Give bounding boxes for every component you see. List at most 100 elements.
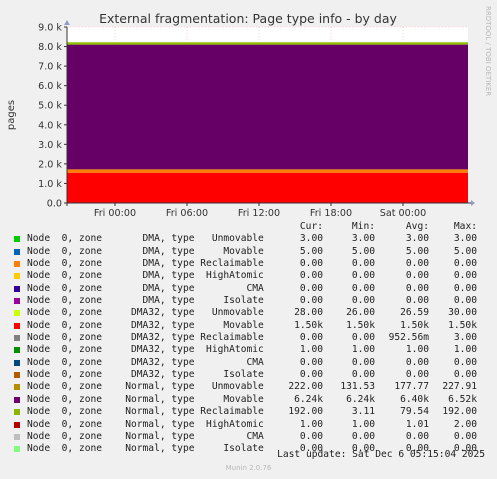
legend-label: Node 0, zone Normal, type Unmovable — [27, 381, 264, 393]
legend-max: 0.00 — [453, 443, 477, 455]
legend-label: Node 0, zone DMA32, type Unmovable — [27, 307, 264, 319]
legend-min: 0.00 — [351, 282, 375, 294]
legend-row: Node 0, zone Normal, type Reclaimable 192… — [0, 406, 497, 418]
legend-max: 0.00 — [453, 430, 477, 442]
x-tick-label: Fri 18:00 — [310, 208, 352, 219]
legend-max: 5.00 — [453, 245, 477, 257]
legend-cur: 28.00 — [294, 307, 323, 319]
legend-min: 0.00 — [351, 332, 375, 344]
x-tick-label: Fri 12:00 — [238, 208, 280, 219]
legend-swatch — [14, 372, 20, 379]
legend-cur: 222.00 — [288, 381, 323, 393]
legend-label: Node 0, zone DMA32, type Movable — [27, 319, 264, 331]
y-tick-label: 0.0 — [47, 199, 62, 210]
legend-label: Node 0, zone DMA, type Isolate — [27, 295, 264, 307]
legend-swatch — [14, 359, 20, 366]
y-tick-label: 1.0 k — [38, 179, 62, 190]
y-tick-label: 2.0 k — [38, 159, 62, 170]
legend-avg: 1.00 — [405, 344, 429, 356]
legend-cur: 0.00 — [299, 258, 323, 270]
y-axis-arrow — [64, 20, 70, 25]
legend-swatch — [14, 298, 20, 305]
legend-min: 0.00 — [351, 430, 375, 442]
legend-row: Node 0, zone DMA, type CMA 0.00 0.00 0.00 0.… — [0, 283, 497, 295]
legend-row: Node 0, zone DMA32, type Reclaimable 0.00… — [0, 332, 497, 344]
legend-swatch — [14, 433, 20, 440]
legend-min: 1.00 — [351, 418, 375, 430]
legend-swatch — [14, 384, 20, 391]
legend-label: Node 0, zone DMA32, type Reclaimable — [27, 332, 264, 344]
legend-swatch — [14, 310, 20, 317]
x-tick-label: Fri 06:00 — [166, 208, 208, 219]
legend-cur: 3.00 — [299, 233, 323, 245]
area-band — [67, 42, 468, 45]
legend-swatch — [14, 421, 20, 428]
legend-cur: 0.00 — [299, 295, 323, 307]
legend-min: 1.00 — [351, 344, 375, 356]
munin-credit: Munin 2.0.76 — [225, 464, 272, 472]
y-tick-label: 5.0 k — [38, 101, 62, 112]
legend-swatch — [14, 322, 20, 329]
legend-cur: 0.00 — [299, 356, 323, 368]
legend-avg: 0.00 — [405, 282, 429, 294]
legend-min: 26.00 — [346, 307, 375, 319]
legend-avg: 0.00 — [405, 258, 429, 270]
legend-max: 1.00 — [453, 344, 477, 356]
legend-label: Node 0, zone Normal, type Reclaimable — [27, 406, 264, 418]
legend-swatch — [14, 273, 20, 280]
legend-header-cur: Cur: — [299, 221, 323, 232]
y-axis-ticks: 0.0 1.0 k 2.0 k 3.0 k 4.0 k 5.0 k 6.0 k 7.0 k 8.… — [38, 23, 67, 210]
x-tick-label: Sat 00:00 — [380, 208, 426, 219]
legend-label: Node 0, zone DMA, type CMA — [27, 282, 264, 294]
legend-max: 227.91 — [442, 381, 477, 393]
legend-row: Node 0, zone DMA32, type Unmovable 28.00 2… — [0, 307, 497, 319]
legend-swatch — [14, 236, 20, 243]
legend-min: 0.00 — [351, 443, 375, 455]
legend-min: 0.00 — [351, 369, 375, 381]
legend-row: Node 0, zone DMA32, type HighAtomic 1.00 1… — [0, 344, 497, 356]
legend-max: 0.00 — [453, 258, 477, 270]
legend-cur: 0.00 — [299, 282, 323, 294]
legend-swatch — [14, 347, 20, 354]
legend-min: 5.00 — [351, 245, 375, 257]
legend-cur: 1.00 — [299, 344, 323, 356]
legend-row: Node 0, zone DMA32, type CMA 0.00 0.00 0.00… — [0, 357, 497, 369]
legend-max: 3.00 — [453, 233, 477, 245]
last-update: Last update: Sat Dec 6 05:15:04 2025 — [277, 449, 485, 460]
legend-swatch — [14, 446, 20, 453]
y-tick-label: 8.0 k — [38, 42, 62, 53]
legend-label: Node 0, zone DMA, type Reclaimable — [27, 258, 264, 270]
legend-swatch — [14, 248, 20, 255]
y-tick-label: 6.0 k — [38, 81, 62, 92]
legend-header-max: Max: — [453, 221, 477, 232]
legend-swatch — [14, 396, 20, 403]
legend-max: 0.00 — [453, 270, 477, 282]
legend-avg: 0.00 — [405, 369, 429, 381]
legend-label: Node 0, zone Normal, type Movable — [27, 393, 264, 405]
legend-avg: 0.00 — [405, 430, 429, 442]
legend-cur: 192.00 — [288, 406, 323, 418]
y-axis-label: pages — [6, 100, 17, 130]
legend-row: Node 0, zone DMA32, type Movable 1.50k 1.5… — [0, 320, 497, 332]
legend-min: 6.24k — [346, 393, 375, 405]
legend-label: Node 0, zone DMA32, type HighAtomic — [27, 344, 264, 356]
x-tick-label: Fri 00:00 — [94, 208, 136, 219]
rrdtool-credit: RRDTOOL / TOBI OETIKER — [484, 6, 492, 96]
legend-row: Node 0, zone Normal, type Movable 6.24k 6.… — [0, 394, 497, 406]
legend-cur: 0.00 — [299, 270, 323, 282]
legend-min: 1.50k — [346, 319, 375, 331]
legend-row: Node 0, zone DMA, type Isolate 0.00 0.00 0.… — [0, 295, 497, 307]
legend-min: 0.00 — [351, 356, 375, 368]
legend-row: Node 0, zone DMA, type HighAtomic 0.00 0.0… — [0, 270, 497, 282]
legend-swatch — [14, 261, 20, 268]
legend-label: Node 0, zone Normal, type Isolate — [27, 443, 264, 455]
legend-cur: 1.50k — [294, 319, 323, 331]
legend-row: Node 0, zone DMA32, type Isolate 0.00 0.00… — [0, 369, 497, 381]
legend-label: Node 0, zone Normal, type CMA — [27, 430, 264, 442]
legend-avg: 1.50k — [400, 319, 429, 331]
legend-max: 3.00 — [453, 332, 477, 344]
legend-avg: 952.56m — [388, 332, 429, 344]
legend-cur: 6.24k — [294, 393, 323, 405]
legend-header: Cur: Min: Avg: Max: — [0, 221, 497, 233]
chart-area: External fragmentation: Page type info -… — [6, 6, 492, 219]
